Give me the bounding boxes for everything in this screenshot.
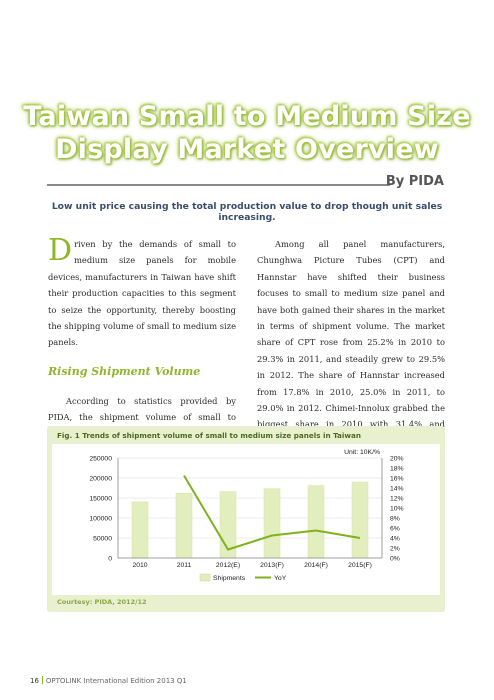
bar-shipments bbox=[175, 492, 193, 559]
y-right-tick-label: 2% bbox=[390, 546, 400, 553]
publication-name: OPTOLINK International Edition 2013 Q1 bbox=[45, 677, 187, 685]
y-left-tick-label: 250000 bbox=[89, 456, 112, 463]
article-title: Taiwan Small to Medium Size Display Mark… bbox=[0, 100, 494, 166]
bar-shipments bbox=[351, 481, 369, 559]
y-left-tick-label: 50000 bbox=[93, 536, 112, 543]
x-tick-label: 2011 bbox=[177, 562, 192, 569]
line-yoy bbox=[183, 474, 361, 551]
bar-shipments bbox=[263, 488, 281, 559]
article-subtitle: Low unit price causing the total product… bbox=[51, 201, 443, 223]
legend-label-yoy: YoY bbox=[274, 575, 287, 582]
page-footer: 16 OPTOLINK International Edition 2013 Q1 bbox=[30, 676, 187, 685]
y-right-tick-label: 6% bbox=[390, 526, 400, 533]
x-tick-label: 2010 bbox=[132, 562, 147, 569]
intro-paragraph-text: riven by the demands of small to medium … bbox=[48, 239, 236, 348]
drop-cap: D bbox=[48, 233, 73, 268]
y-right-tick-label: 14% bbox=[390, 486, 404, 493]
chart-panel: 0 50000 100000 150000 200000 250000 0% 2% 4% 6% 8%… bbox=[52, 444, 440, 595]
y-right-tick-label: 10% bbox=[390, 506, 404, 513]
figure-box: Fig. 1 Trends of shipment volume of smal… bbox=[47, 426, 445, 612]
x-tick-label: 2012(E) bbox=[216, 562, 240, 569]
figure-caption: Fig. 1 Trends of shipment volume of smal… bbox=[57, 431, 361, 440]
x-tick-label: 2013(F) bbox=[260, 562, 284, 569]
figure-source: Courtesy: PIDA, 2012/12 bbox=[57, 598, 147, 606]
footer-separator bbox=[41, 676, 43, 684]
byline-divider bbox=[47, 184, 390, 186]
x-tick-label: 2015(F) bbox=[348, 562, 372, 569]
section-heading: Rising Shipment Volume bbox=[48, 364, 201, 378]
legend-label-shipments: Shipments bbox=[213, 575, 246, 582]
bar-shipments bbox=[131, 501, 149, 559]
byline: By PIDA bbox=[385, 174, 444, 189]
unit-label: Unit: 10K/% bbox=[344, 449, 380, 456]
page-number: 16 bbox=[30, 677, 39, 685]
y-right-tick-label: 18% bbox=[390, 466, 404, 473]
y-right-tick-label: 4% bbox=[390, 536, 400, 543]
legend-swatch-shipments bbox=[199, 573, 211, 582]
x-tick-label: 2014(F) bbox=[304, 562, 328, 569]
y-right-tick-label: 8% bbox=[390, 516, 400, 523]
y-right-tick-label: 16% bbox=[390, 476, 404, 483]
y-left-tick-label: 100000 bbox=[89, 516, 112, 523]
article-title-line-2: Display Market Overview bbox=[55, 134, 439, 165]
shipment-chart: 0 50000 100000 150000 200000 250000 0% 2% 4% 6% 8%… bbox=[89, 449, 404, 582]
y-left-tick-label: 200000 bbox=[89, 476, 112, 483]
y-right-tick-label: 12% bbox=[390, 496, 404, 503]
bar-shipments bbox=[307, 485, 325, 559]
y-left-tick-label: 150000 bbox=[89, 496, 112, 503]
y-left-tick-label: 0 bbox=[108, 556, 112, 563]
y-right-tick-label: 20% bbox=[390, 456, 404, 463]
article-title-line-1: Taiwan Small to Medium Size bbox=[23, 101, 471, 132]
y-right-tick-label: 0% bbox=[390, 556, 400, 563]
